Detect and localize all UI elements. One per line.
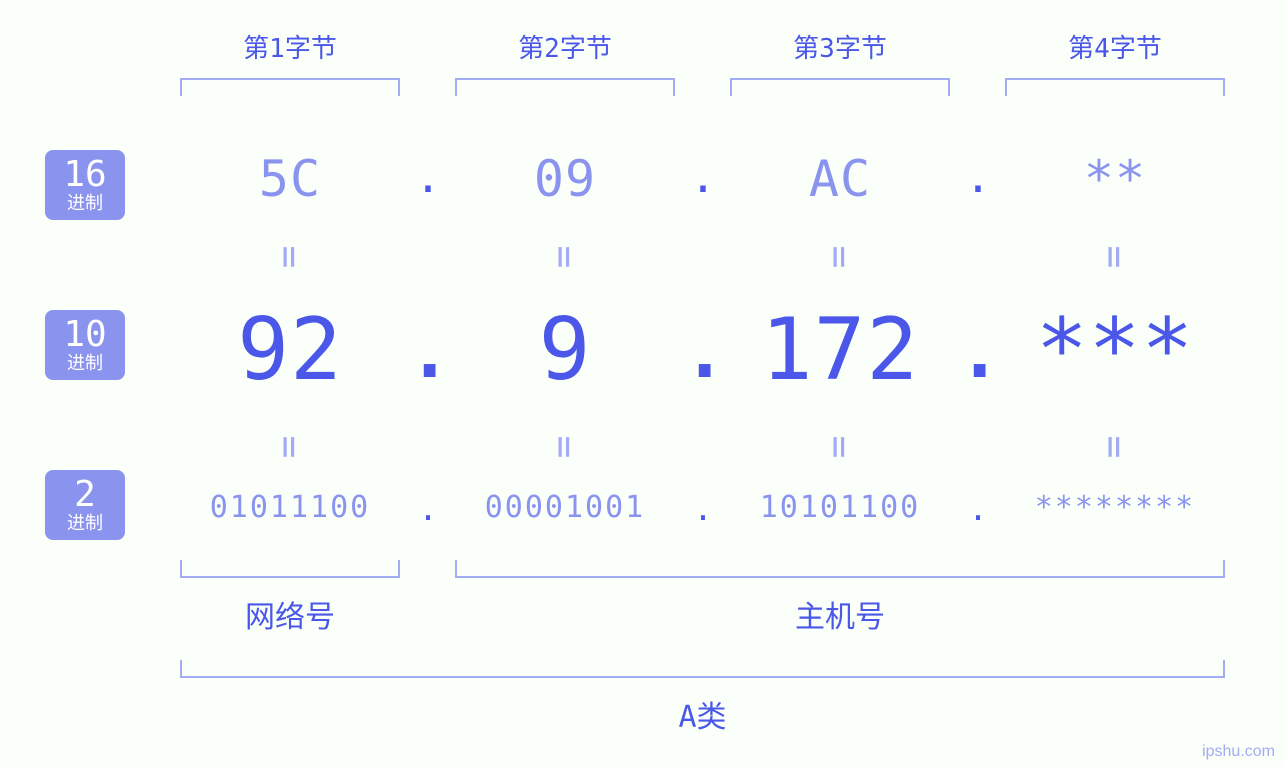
top-bracket-4 [1005,78,1225,96]
hex-2: 09 [455,150,675,208]
hex-1: 5C [180,150,400,208]
bin-3: 10101100 [730,490,950,525]
dot-dec-3: . [958,310,998,394]
eq-db-4: = [1093,427,1137,467]
dec-3: 172 [730,300,950,400]
byte-header-3: 第3字节 [730,28,950,65]
dot-bin-1: . [408,490,448,528]
network-label: 网络号 [180,592,400,636]
byte-header-4: 第4字节 [1005,28,1225,65]
byte-header-2: 第2字节 [455,28,675,65]
eq-db-3: = [818,427,862,467]
dot-hex-2: . [683,152,723,203]
dot-bin-3: . [958,490,998,528]
bin-2: 00001001 [455,490,675,525]
dec-1: 92 [180,300,400,400]
badge-bin-sub: 进制 [67,515,103,533]
top-bracket-1 [180,78,400,96]
network-bracket [180,560,400,578]
class-label: A类 [180,692,1225,736]
class-bracket [180,660,1225,678]
badge-hex-number: 16 [63,157,106,193]
dot-hex-1: . [408,152,448,203]
dec-4: *** [1005,300,1225,400]
dot-dec-2: . [683,310,723,394]
top-bracket-3 [730,78,950,96]
eq-hd-3: = [818,237,862,277]
badge-dec-number: 10 [63,317,106,353]
badge-hex: 16 进制 [45,150,125,220]
top-bracket-2 [455,78,675,96]
byte-header-1: 第1字节 [180,28,400,65]
badge-bin-number: 2 [74,477,96,513]
badge-dec-sub: 进制 [67,355,103,373]
bin-1: 01011100 [180,490,400,525]
watermark: ipshu.com [1202,743,1275,761]
dot-hex-3: . [958,152,998,203]
badge-dec: 10 进制 [45,310,125,380]
eq-hd-4: = [1093,237,1137,277]
hex-3: AC [730,150,950,208]
eq-db-2: = [543,427,587,467]
eq-db-1: = [268,427,312,467]
dot-bin-2: . [683,490,723,528]
host-bracket [455,560,1225,578]
hex-4: ** [1005,150,1225,208]
eq-hd-2: = [543,237,587,277]
bin-4: ******** [1005,490,1225,525]
host-label: 主机号 [455,592,1225,636]
ip-diagram: 第1字节 第2字节 第3字节 第4字节 16 进制 10 进制 2 进制 5C … [0,0,1285,767]
dec-2: 9 [455,300,675,400]
badge-bin: 2 进制 [45,470,125,540]
dot-dec-1: . [408,310,448,394]
badge-hex-sub: 进制 [67,195,103,213]
eq-hd-1: = [268,237,312,277]
